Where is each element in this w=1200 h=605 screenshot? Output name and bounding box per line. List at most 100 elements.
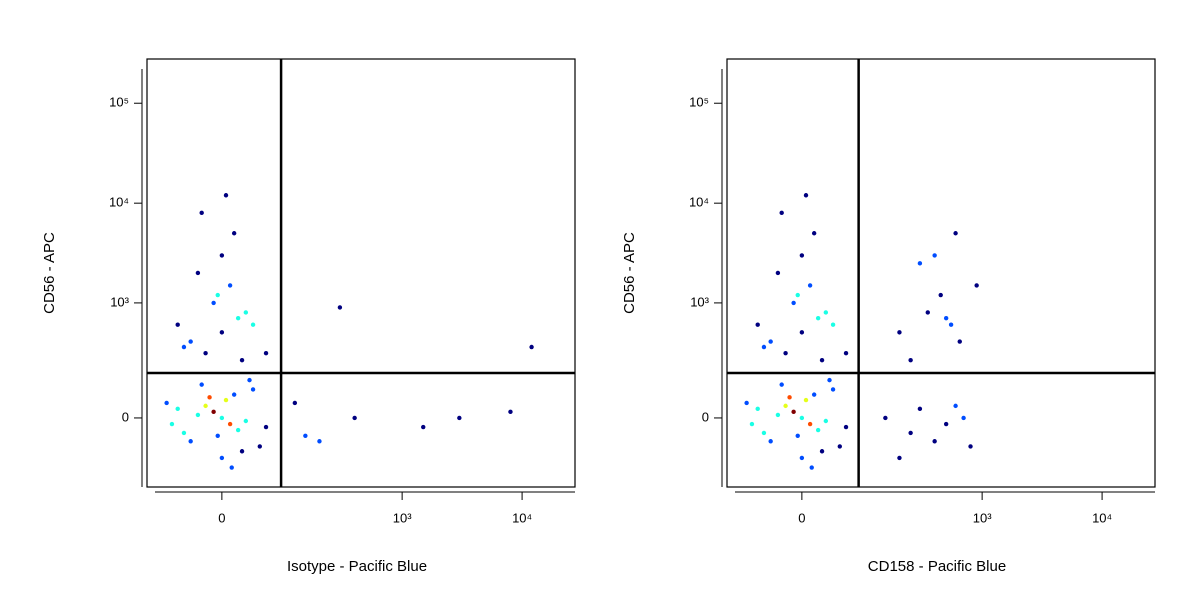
event-point	[768, 439, 773, 444]
event-point	[292, 400, 298, 406]
event-point	[799, 455, 805, 461]
event-point	[943, 315, 949, 321]
event-point	[195, 270, 201, 276]
event-point	[908, 357, 913, 363]
event-point	[807, 421, 813, 427]
event-point	[203, 403, 208, 409]
event-point	[223, 193, 229, 198]
event-point	[837, 444, 842, 449]
event-point	[761, 430, 767, 436]
event-point	[819, 449, 825, 454]
y-tick-label: 10⁴	[109, 195, 129, 210]
event-point	[508, 409, 513, 415]
event-point	[932, 253, 937, 258]
event-point	[188, 339, 193, 344]
event-point	[809, 465, 814, 470]
y-tick-label: 10³	[690, 294, 709, 309]
event-point	[250, 322, 256, 327]
event-point	[803, 397, 809, 403]
event-point	[207, 395, 212, 400]
event-point	[799, 253, 805, 258]
event-point	[807, 283, 813, 288]
event-point	[749, 421, 755, 427]
event-point	[303, 433, 308, 438]
y-tick-label: 10⁴	[689, 195, 709, 210]
event-point	[239, 357, 245, 363]
event-point	[795, 292, 800, 298]
event-point	[917, 406, 923, 412]
y-axis-label: CD56 - APC	[41, 232, 58, 314]
event-point	[943, 421, 949, 427]
event-point	[775, 412, 781, 418]
x-tick-label: 10⁴	[512, 510, 532, 525]
event-point	[231, 231, 237, 236]
event-point	[243, 418, 249, 424]
plot: 0 10³ 10⁴ 0 10³ 10⁴ 10⁵ Isotype - Pacific Blue C…	[41, 58, 576, 575]
event-point	[961, 415, 966, 421]
event-point	[791, 300, 796, 306]
event-point	[175, 406, 180, 412]
event-point	[203, 350, 208, 356]
x-axis-label: Isotype - Pacific Blue	[287, 558, 427, 575]
y-tick-label: 10⁵	[109, 95, 129, 110]
event-point	[188, 439, 193, 444]
x-tick-label: 0	[798, 510, 805, 525]
event-point	[917, 261, 923, 266]
event-point	[968, 444, 973, 449]
event-point	[811, 392, 817, 397]
event-point	[948, 322, 954, 327]
event-point	[957, 339, 962, 344]
event-point	[257, 444, 262, 449]
event-point	[223, 397, 229, 403]
y-tick-label: 10³	[110, 294, 129, 309]
x-tick-label: 0	[218, 510, 225, 525]
event-point	[795, 433, 800, 438]
event-point	[791, 409, 796, 415]
event-point	[908, 430, 913, 436]
event-point	[239, 449, 245, 454]
y-tick-label: 0	[122, 409, 129, 424]
event-point	[925, 310, 930, 315]
event-point	[823, 310, 829, 315]
event-point	[768, 339, 773, 344]
event-point	[352, 415, 357, 421]
event-point	[231, 392, 237, 397]
event-point	[830, 387, 836, 392]
event-point	[815, 315, 821, 321]
event-point	[819, 357, 825, 363]
event-point	[761, 344, 767, 350]
x-tick-label: 10³	[973, 510, 992, 525]
event-point	[211, 300, 216, 306]
plot-frame	[726, 58, 1156, 488]
event-point	[787, 395, 792, 400]
event-point	[815, 427, 821, 433]
event-point	[830, 322, 836, 327]
event-point	[175, 322, 180, 327]
event-point	[215, 292, 220, 298]
event-point	[227, 283, 233, 288]
event-point	[243, 310, 249, 315]
event-point	[181, 344, 187, 350]
event-point	[938, 292, 943, 298]
event-point	[783, 350, 788, 356]
event-point	[227, 421, 233, 427]
y-tick-label: 0	[702, 409, 709, 424]
x-axis-label: CD158 - Pacific Blue	[868, 558, 1006, 575]
event-point	[211, 409, 216, 415]
event-point	[181, 430, 187, 436]
event-point	[953, 403, 958, 409]
event-point	[953, 231, 958, 236]
event-point	[247, 377, 252, 383]
event-point	[843, 350, 849, 356]
event-point	[803, 193, 809, 198]
event-point	[219, 455, 225, 461]
event-point	[457, 415, 462, 421]
event-point	[775, 270, 781, 276]
event-point	[529, 344, 534, 350]
event-point	[199, 382, 204, 387]
event-point	[843, 424, 849, 430]
event-point	[799, 330, 805, 335]
event-point	[779, 382, 784, 387]
